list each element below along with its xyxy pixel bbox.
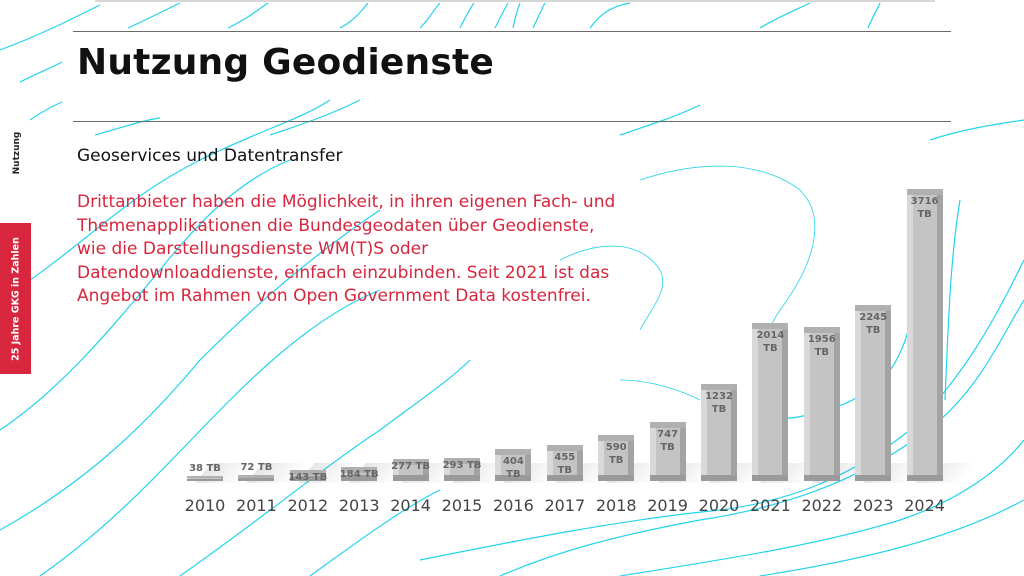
x-axis-label: 2014 bbox=[390, 496, 431, 515]
x-axis-label: 2018 bbox=[595, 496, 637, 515]
top-bar bbox=[95, 0, 935, 2]
bar-2021 bbox=[752, 323, 824, 483]
value-label: 143 TB bbox=[288, 472, 328, 483]
x-axis-label: 2022 bbox=[801, 496, 843, 515]
value-label: 277 TB bbox=[391, 461, 430, 472]
value-label: 1956 TB bbox=[807, 334, 836, 358]
value-label: 2014 TB bbox=[756, 330, 785, 354]
value-label: 2245 TB bbox=[859, 312, 888, 336]
x-axis-label: 2021 bbox=[750, 496, 791, 515]
title-top-rule bbox=[73, 31, 951, 32]
side-tab[interactable]: 25 Jahre GKG in Zahlen bbox=[0, 223, 31, 374]
value-label: 184 TB bbox=[339, 469, 379, 480]
x-axis-label: 2023 bbox=[852, 496, 894, 515]
bar-2019 bbox=[649, 422, 721, 483]
value-label: 455 TB bbox=[554, 452, 576, 476]
x-axis-label: 2011 bbox=[236, 496, 277, 515]
value-label: 38 TB bbox=[189, 463, 221, 474]
bar-2013 bbox=[341, 463, 412, 483]
value-label: 3716 TB bbox=[910, 196, 939, 220]
bar-2023 bbox=[855, 305, 926, 483]
value-label: 72 TB bbox=[240, 462, 273, 473]
title-bottom-rule bbox=[73, 121, 951, 122]
bar-2018 bbox=[598, 435, 669, 483]
x-axis-label: 2017 bbox=[544, 496, 586, 515]
x-axis-label: 2015 bbox=[441, 496, 483, 515]
x-axis-label: 2024 bbox=[904, 496, 945, 515]
x-axis-label: 2016 bbox=[493, 496, 534, 515]
value-label: 590 TB bbox=[605, 442, 627, 466]
value-label: 747 TB bbox=[657, 429, 679, 453]
bar-2015 bbox=[444, 458, 515, 483]
page-title: Nutzung Geodienste bbox=[77, 42, 494, 83]
value-label: 404 TB bbox=[502, 456, 524, 480]
subtitle: Geoservices und Datentransfer bbox=[77, 146, 343, 166]
bar-2024 bbox=[906, 189, 978, 483]
x-axis-label: 2020 bbox=[698, 496, 740, 515]
bar-2017 bbox=[546, 445, 618, 483]
x-axis-label: 2019 bbox=[647, 496, 688, 515]
x-axis-label: 2013 bbox=[338, 496, 380, 515]
bar-2020 bbox=[701, 384, 772, 483]
bar-2011 bbox=[238, 463, 310, 483]
value-label: 293 TB bbox=[442, 460, 482, 471]
x-axis-label: 2012 bbox=[287, 496, 329, 515]
bar-2010 bbox=[187, 463, 258, 483]
bar-2014 bbox=[392, 459, 464, 483]
x-axis-label: 2010 bbox=[184, 496, 226, 515]
bar-2016 bbox=[495, 449, 567, 483]
bar-2012 bbox=[289, 463, 361, 483]
value-label: 1232 TB bbox=[705, 391, 733, 415]
body-text: Drittanbieter haben die Möglichkeit, in … bbox=[77, 192, 616, 307]
bar-2022 bbox=[803, 327, 875, 483]
